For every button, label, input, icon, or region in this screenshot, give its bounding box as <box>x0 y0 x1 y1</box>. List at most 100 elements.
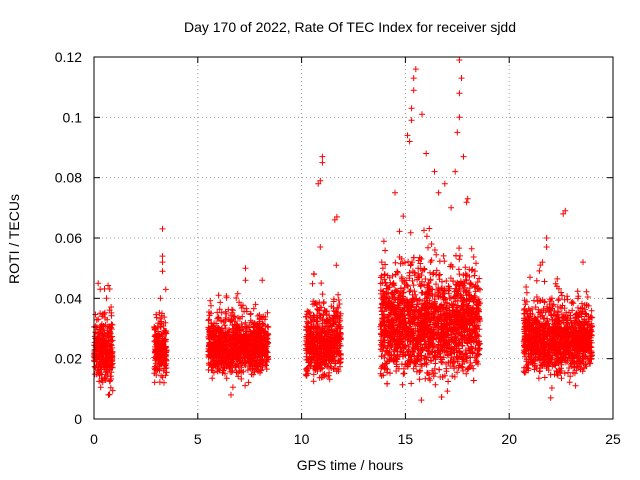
data-point <box>238 302 244 309</box>
data-point <box>235 327 242 334</box>
data-point <box>163 330 170 337</box>
data-point <box>209 363 216 369</box>
data-point <box>252 347 259 354</box>
data-point <box>464 195 471 202</box>
data-point <box>97 329 104 336</box>
data-point <box>251 320 258 327</box>
data-point <box>435 189 442 196</box>
data-point <box>394 268 401 275</box>
data-point <box>566 379 573 386</box>
data-point <box>162 286 169 293</box>
data-point <box>216 346 223 353</box>
data-point <box>453 252 459 259</box>
data-point <box>445 378 452 385</box>
data-point <box>223 352 230 359</box>
data-point <box>218 309 225 316</box>
data-point <box>335 291 342 298</box>
data-point <box>159 253 166 260</box>
data-point <box>232 318 239 325</box>
data-point <box>216 332 223 339</box>
data-point <box>319 159 326 166</box>
data-point <box>161 345 168 352</box>
data-point <box>318 280 325 287</box>
data-point <box>333 262 340 269</box>
data-point <box>541 278 548 285</box>
data-point <box>91 371 98 378</box>
data-point <box>238 347 245 354</box>
data-point <box>152 339 159 346</box>
data-point <box>265 324 272 331</box>
data-point <box>456 114 463 121</box>
data-point <box>159 259 166 266</box>
data-point <box>105 391 112 398</box>
data-point <box>98 341 105 348</box>
data-point <box>153 372 160 378</box>
data-point <box>258 366 265 373</box>
data-point <box>254 332 261 339</box>
data-point <box>468 245 475 252</box>
data-point <box>216 325 223 332</box>
data-point <box>236 368 243 375</box>
data-point <box>227 368 234 375</box>
data-point <box>207 330 214 337</box>
data-points <box>91 57 596 404</box>
data-point <box>206 309 212 315</box>
data-point <box>400 370 407 377</box>
data-point <box>95 334 101 341</box>
data-point <box>100 342 107 349</box>
data-point <box>406 138 413 145</box>
data-point <box>235 347 242 354</box>
data-point <box>311 271 318 278</box>
data-point <box>407 229 414 236</box>
data-point <box>222 325 229 332</box>
data-point <box>209 326 216 332</box>
data-point <box>263 362 269 369</box>
data-point <box>380 238 387 245</box>
data-point <box>159 268 166 275</box>
data-point <box>231 330 238 337</box>
data-point <box>258 337 265 344</box>
data-point <box>456 245 463 252</box>
data-point <box>463 199 470 206</box>
data-point <box>228 343 235 350</box>
data-point <box>205 316 212 323</box>
data-point <box>456 90 463 97</box>
data-point <box>259 277 266 284</box>
data-point <box>247 358 254 365</box>
data-point <box>102 314 109 321</box>
data-point <box>441 258 448 265</box>
data-point <box>94 330 101 337</box>
data-point <box>97 310 104 317</box>
data-point <box>248 331 255 338</box>
data-point <box>460 153 467 160</box>
data-point <box>247 317 254 324</box>
data-point <box>260 313 267 320</box>
data-point <box>381 271 388 278</box>
data-point <box>256 323 263 329</box>
data-point <box>152 353 159 360</box>
data-point <box>108 312 115 319</box>
data-point <box>264 309 271 316</box>
data-point <box>101 330 108 337</box>
data-point <box>247 311 254 318</box>
data-point <box>384 380 391 387</box>
data-point <box>220 319 227 325</box>
data-point <box>97 286 104 293</box>
data-point <box>210 322 217 329</box>
data-point <box>210 333 217 340</box>
data-point <box>234 290 241 297</box>
data-point <box>408 117 415 124</box>
data-point <box>158 312 165 319</box>
data-point <box>230 325 237 332</box>
data-point <box>409 277 416 284</box>
data-point <box>455 266 462 273</box>
data-point <box>208 302 214 309</box>
data-point <box>428 241 435 247</box>
data-point <box>246 324 253 331</box>
data-point <box>433 251 440 258</box>
data-point <box>206 341 213 348</box>
data-point <box>242 319 249 326</box>
data-point <box>238 375 245 382</box>
data-point <box>260 358 267 365</box>
data-point <box>319 291 326 298</box>
